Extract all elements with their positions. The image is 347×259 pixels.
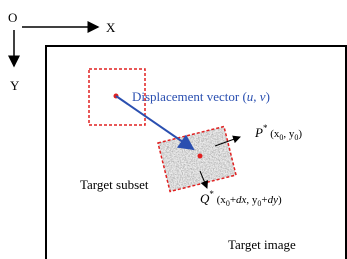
y-axis-label: Y xyxy=(10,78,20,93)
text-part: dx xyxy=(236,194,247,206)
page: O X Y Displacement vector (u, v) P* (x0,… xyxy=(0,0,347,259)
text-part: (x xyxy=(267,128,279,140)
text-part: Displacement vector ( xyxy=(132,89,247,104)
text-part: P xyxy=(254,125,263,140)
p-label: P* (x0, y0) xyxy=(254,123,302,142)
text-part: ) xyxy=(266,89,270,104)
text-part: ) xyxy=(278,194,282,206)
speckle-pattern xyxy=(158,127,236,192)
origin-label: O xyxy=(8,10,17,25)
text-part: (x xyxy=(214,194,226,206)
target-point xyxy=(198,154,203,159)
displacement-label: Displacement vector (u, v) xyxy=(132,89,270,104)
subset-label: Target subset xyxy=(80,177,149,192)
text-part: , y xyxy=(246,194,258,206)
image-label: Target image xyxy=(228,237,296,252)
x-axis-label: X xyxy=(106,20,116,35)
q-label: Q* (x0+dx, y0+dy) xyxy=(200,189,282,208)
text-part: dy xyxy=(268,194,279,206)
text-part: , y xyxy=(283,128,295,140)
target-subset xyxy=(158,127,236,192)
text-part: ) xyxy=(298,128,302,140)
diagram: O X Y Displacement vector (u, v) P* (x0,… xyxy=(0,0,347,259)
